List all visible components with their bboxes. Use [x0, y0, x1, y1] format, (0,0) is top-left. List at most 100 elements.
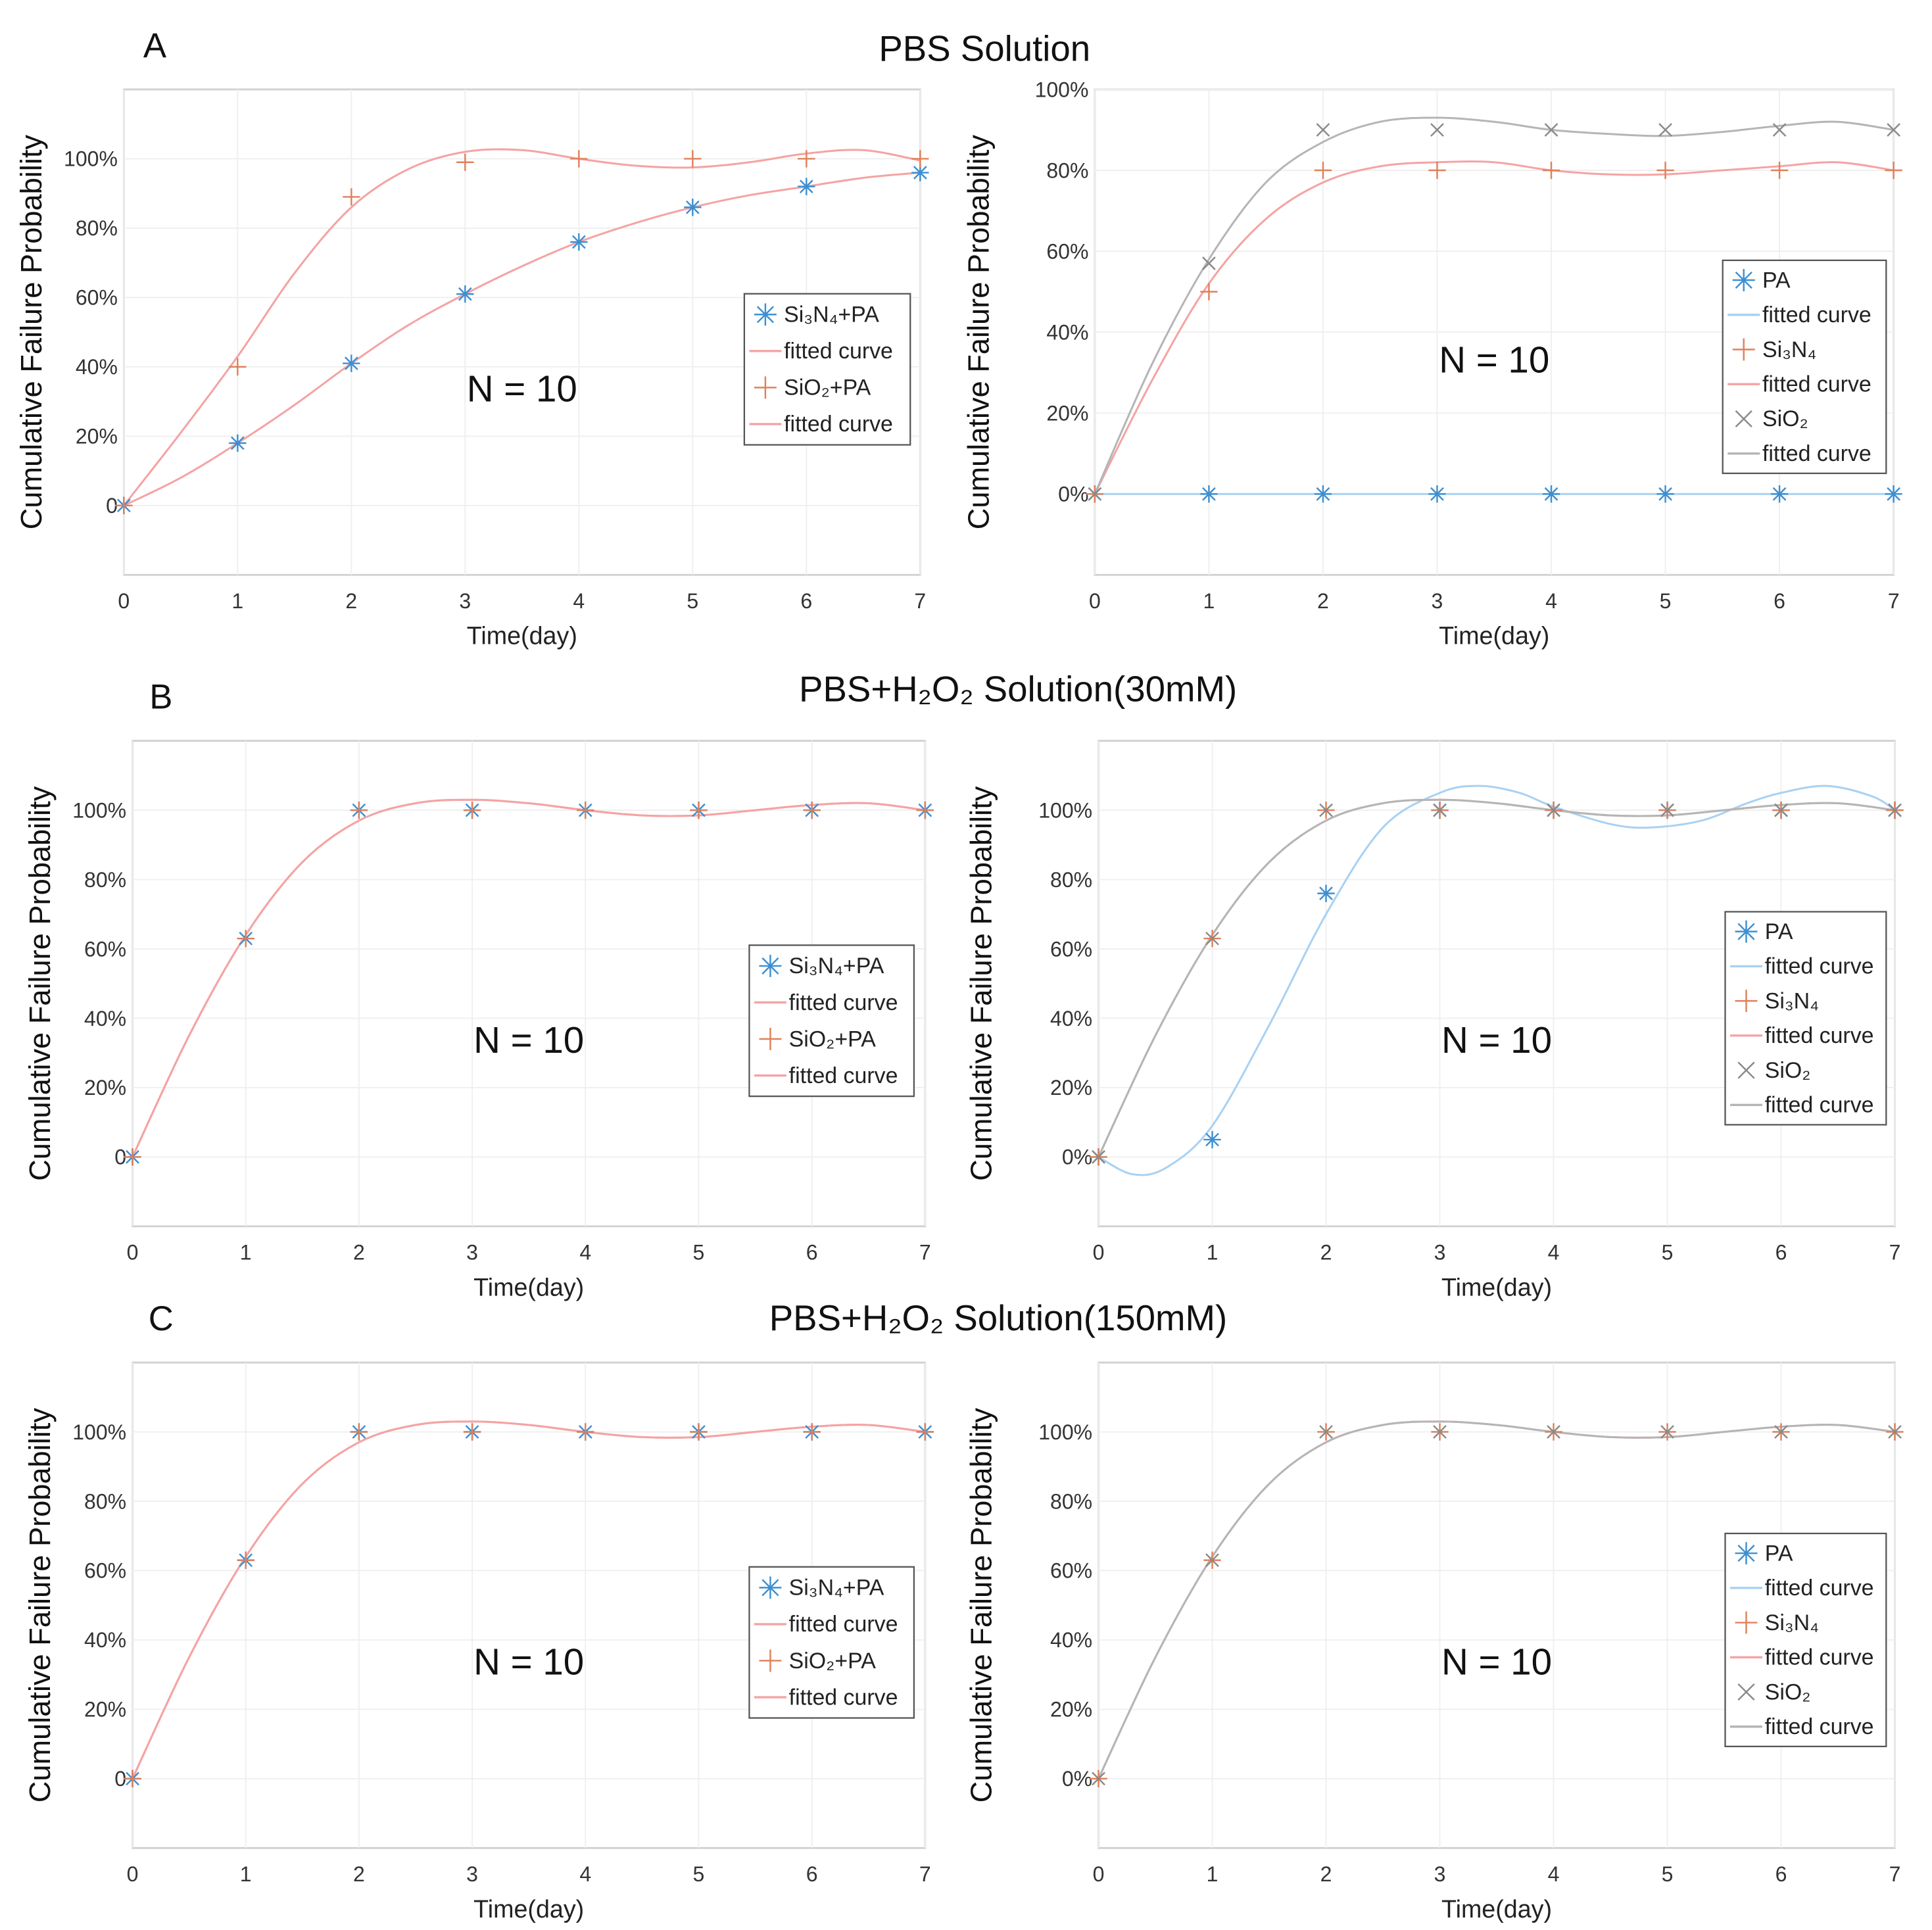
marker-dot [463, 292, 467, 296]
x-tick-label: 5 [1662, 1862, 1674, 1886]
legend-label: SiO₂+PA [789, 1649, 877, 1674]
data-point-asterisk [1428, 485, 1446, 503]
marker-stroke [1202, 256, 1216, 270]
x-tick-label: 5 [1662, 1241, 1674, 1265]
marker-stroke [1737, 1683, 1755, 1701]
data-point-plus [343, 188, 360, 206]
marker-stroke [1660, 803, 1674, 817]
sample-size-annotation: N = 10 [473, 1641, 584, 1683]
legend-label: fitted curve [1762, 302, 1872, 327]
data-point-plus [115, 496, 133, 514]
x-tick-label: 0 [127, 1862, 139, 1886]
fitted-curve-line [1098, 784, 1896, 1176]
chart-panel-6: 0 1 2 3 4 5 6 7 0% 20% 40% 60% 80% 100% Time(day) Cumul… [964, 1361, 1904, 1923]
legend-label: fitted curve [789, 1685, 898, 1710]
legend-label: fitted curve [784, 412, 893, 437]
legend-marker-plus [759, 1028, 782, 1050]
data-point-asterisk [684, 199, 702, 216]
y-tick-label: 60% [84, 937, 126, 961]
x-tick-label: 1 [1207, 1241, 1219, 1265]
data-point-asterisk [1542, 485, 1560, 503]
fitted-curve-line [1098, 798, 1895, 1158]
x-tick-label: 4 [1548, 1862, 1560, 1886]
y-tick-label: 0 [114, 1767, 126, 1791]
x-tick-label: 3 [1434, 1241, 1446, 1265]
legend-label: fitted curve [1765, 1714, 1874, 1739]
x-tick-label: 3 [1432, 589, 1443, 613]
x-tick-label: 0 [1093, 1241, 1105, 1265]
marker-dot [1207, 492, 1211, 496]
chart-panel-2: 0 1 2 3 4 5 6 7 0% 20% 40% 60% 80% 100% Time(day) Cumul… [962, 78, 1902, 650]
legend-label: fitted curve [784, 339, 893, 364]
legend-label: Si₃N₄+PA [789, 1576, 884, 1601]
marker-dot [1664, 492, 1667, 496]
legend-marker-plus [1732, 338, 1755, 361]
y-tick-label: 20% [1050, 1076, 1092, 1099]
y-tick-label: 60% [1050, 937, 1092, 961]
marker-dot [804, 185, 808, 189]
data-point-asterisk [456, 285, 474, 303]
legend-marker-plus [759, 1649, 782, 1672]
marker-stroke [1774, 803, 1788, 817]
sample-size-annotation: N = 10 [1439, 339, 1549, 381]
x-tick-label: 2 [1320, 1862, 1332, 1886]
y-axis-label: Cumulative Failure Probability [23, 786, 57, 1181]
y-tick-label: 60% [1050, 1559, 1092, 1583]
data-point-plus [798, 150, 815, 168]
data-point-plus [684, 150, 702, 168]
data-point-plus [463, 1423, 481, 1441]
marker-stroke [1088, 487, 1102, 501]
x-tick-label: 3 [1434, 1862, 1446, 1886]
data-point-plus [1314, 161, 1332, 180]
y-axis-label: Cumulative Failure Probability [23, 1408, 57, 1803]
data-point-cross [1544, 123, 1558, 137]
data-point-cross [1547, 803, 1560, 817]
section-title-a: PBS Solution [879, 29, 1090, 69]
y-tick-label: 100% [1038, 1420, 1092, 1444]
y-tick-label: 40% [1046, 320, 1088, 344]
data-point-cross [1433, 1425, 1447, 1439]
data-point-plus [1542, 161, 1560, 180]
legend-marker-cross [1737, 1683, 1755, 1701]
chart-panel-5: 0 1 2 3 4 5 6 7 0 20% 40% 60% 80% 100% Time(day) Cumula… [23, 1361, 934, 1923]
x-axis-label: Time(day) [473, 1273, 584, 1301]
legend-marker-plus [754, 376, 777, 399]
marker-stroke [1430, 123, 1444, 137]
y-tick-label: 60% [84, 1559, 126, 1583]
data-point-cross [1430, 123, 1444, 137]
legend-marker-plus [1735, 990, 1758, 1013]
legend-label: SiO₂ [1765, 1679, 1811, 1704]
legend-label: PA [1762, 268, 1791, 293]
x-tick-label: 0 [118, 589, 130, 613]
legend: PA fitted curve Si₃N₄ fitted curve SiO₂ fitte… [1722, 259, 1887, 474]
legend-box [748, 944, 915, 1098]
x-tick-label: 6 [1774, 589, 1785, 613]
x-tick-label: 6 [1775, 1862, 1787, 1886]
data-point-plus [803, 1423, 821, 1441]
legend-marker-asterisk [759, 954, 782, 977]
x-tick-label: 5 [693, 1862, 705, 1886]
data-point-asterisk [911, 164, 929, 181]
x-tick-label: 7 [1889, 1241, 1901, 1265]
marker-dot [1745, 1551, 1748, 1555]
legend-marker-asterisk [754, 303, 777, 326]
y-tick-label: 60% [76, 286, 118, 310]
y-tick-label: 80% [84, 868, 126, 892]
legend-box [748, 1566, 915, 1719]
marker-stroke [1735, 410, 1752, 428]
legend-label: fitted curve [1765, 1023, 1874, 1048]
x-tick-label: 7 [919, 1241, 931, 1265]
data-point-plus [916, 1423, 934, 1441]
data-point-cross [1092, 1772, 1105, 1786]
data-point-plus [463, 801, 481, 819]
data-point-cross [1888, 1425, 1902, 1439]
legend-marker-cross [1737, 1061, 1755, 1079]
legend-box [1724, 1532, 1887, 1748]
y-tick-label: 80% [1046, 158, 1088, 182]
data-point-cross [1319, 1425, 1333, 1439]
data-point-cross [1887, 123, 1900, 137]
legend-label: fitted curve [1765, 1093, 1874, 1118]
data-point-asterisk [343, 354, 360, 372]
y-tick-label: 80% [76, 216, 118, 240]
legend-label: fitted curve [1765, 1576, 1874, 1601]
